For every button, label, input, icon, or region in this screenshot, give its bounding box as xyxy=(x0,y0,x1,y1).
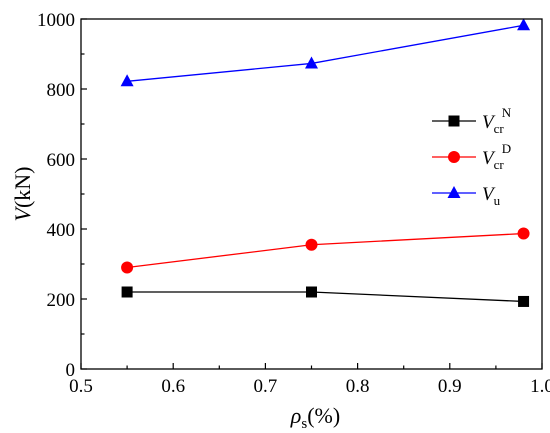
legend-marker-2 xyxy=(447,186,461,198)
data-point-2-1 xyxy=(305,56,318,69)
series-line-0 xyxy=(127,291,524,303)
data-point-1-2 xyxy=(517,227,530,240)
x-tick-label: 0.9 xyxy=(438,376,462,397)
legend-label-1: VcrD xyxy=(482,141,511,172)
x-tick-label: 0.5 xyxy=(69,376,93,397)
y-tick-label: 200 xyxy=(47,290,76,311)
data-point-0-1 xyxy=(306,286,317,298)
series-line-1 xyxy=(127,232,524,269)
x-tick-label: 0.6 xyxy=(161,376,185,397)
legend-label-2: Vu xyxy=(482,184,501,208)
data-point-1-0 xyxy=(121,261,134,274)
y-tick-label: 400 xyxy=(47,220,76,241)
legend: VcrN VcrD Vu xyxy=(432,105,512,208)
axis-frame xyxy=(80,18,543,370)
data-point-0-0 xyxy=(121,286,133,298)
y-tick-label: 1000 xyxy=(37,10,75,31)
x-tick-label: 1.0 xyxy=(530,376,550,397)
y-tick-label: 600 xyxy=(47,150,76,171)
data-point-0-2 xyxy=(518,295,530,307)
y-tick-label: 800 xyxy=(47,80,76,101)
x-axis-label: ρs(%) xyxy=(290,403,340,432)
legend-label-0: VcrN xyxy=(482,105,512,136)
y-tick-label: 0 xyxy=(66,360,76,381)
data-point-2-2 xyxy=(517,18,531,31)
plot-area xyxy=(120,18,531,307)
x-tick-label: 0.7 xyxy=(254,376,278,397)
x-tick-label: 0.8 xyxy=(346,376,370,397)
series-line-2 xyxy=(127,24,524,82)
y-axis-label: V(kN) xyxy=(10,167,35,222)
data-point-1-1 xyxy=(305,238,318,251)
data-point-2-0 xyxy=(120,74,134,87)
legend-marker-0 xyxy=(448,115,460,127)
legend-marker-1 xyxy=(448,151,460,163)
axes: 0.5 0.6 0.7 0.8 0.9 1.0 0 200 400 600 800 1000 ρs(%)… xyxy=(10,10,550,432)
